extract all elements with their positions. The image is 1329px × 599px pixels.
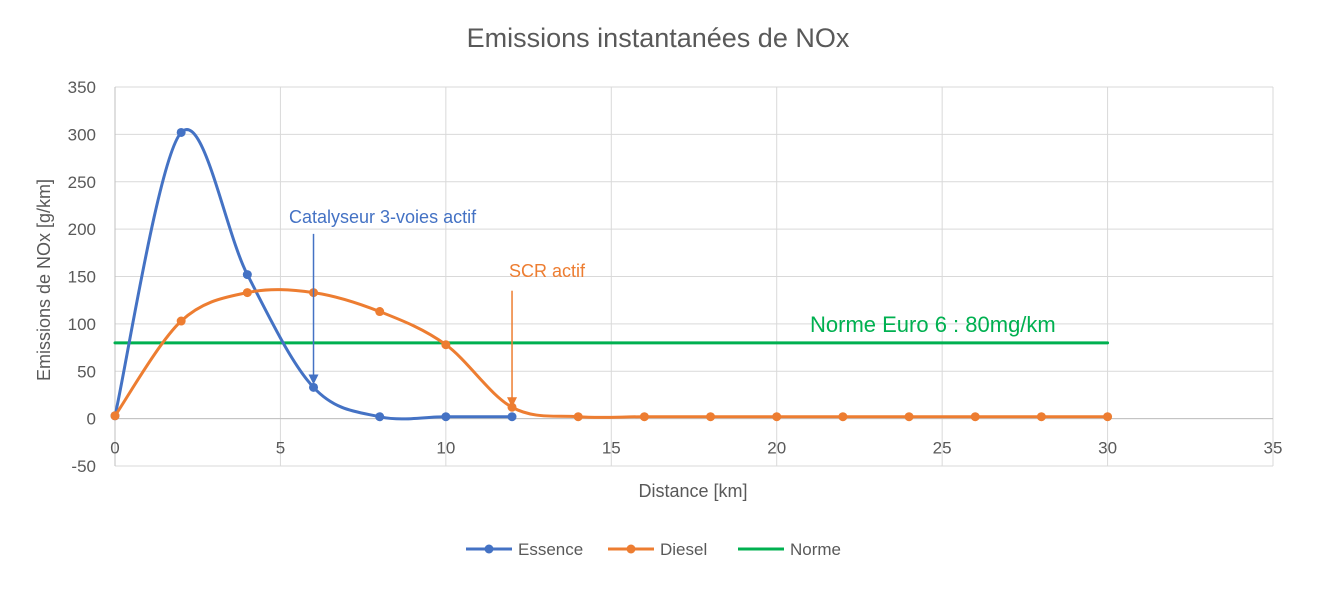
data-point-essence <box>441 412 451 422</box>
data-point-essence <box>375 412 385 422</box>
y-tick-label: 200 <box>68 220 96 239</box>
y-tick-label: 150 <box>68 268 96 287</box>
x-tick-label: 5 <box>276 439 285 458</box>
data-point-diesel <box>970 412 980 422</box>
y-tick-label: 0 <box>87 410 96 429</box>
x-tick-label: 10 <box>436 439 455 458</box>
legend-marker-essence <box>484 544 494 554</box>
series-line-essence <box>113 128 514 421</box>
legend-item-norme: Norme <box>738 540 841 559</box>
data-point-diesel <box>838 412 848 422</box>
legend-item-diesel: Diesel <box>608 540 707 559</box>
data-point-diesel <box>242 288 252 298</box>
x-tick-label: 30 <box>1098 439 1117 458</box>
x-tick-label: 0 <box>110 439 119 458</box>
x-tick-label: 35 <box>1264 439 1283 458</box>
data-point-diesel <box>176 316 186 326</box>
data-point-essence <box>176 127 186 137</box>
y-tick-label: -50 <box>71 457 96 476</box>
data-point-diesel <box>441 340 451 350</box>
y-axis-title: Emissions de NOx [g/km] <box>34 179 54 381</box>
data-point-essence <box>242 270 252 280</box>
legend-item-essence: Essence <box>466 540 583 559</box>
x-tick-label: 25 <box>933 439 952 458</box>
data-point-essence <box>309 382 319 392</box>
annotation-scr-arrowhead <box>507 397 518 408</box>
data-point-diesel <box>110 411 120 421</box>
axes: -50 0 50 100 150 200 250 300 350 0 5 10 15 20 25 30 35 <box>68 78 1283 476</box>
y-tick-label: 300 <box>68 125 96 144</box>
y-tick-label: 350 <box>68 78 96 97</box>
data-point-essence <box>507 412 517 422</box>
legend-label-norme: Norme <box>790 540 841 559</box>
series-diesel <box>110 288 1113 422</box>
series-line-diesel <box>113 288 1110 419</box>
annotation-scr-label: SCR actif <box>509 261 586 281</box>
plot-series <box>110 127 1113 422</box>
annotation-catalyst-label: Catalyseur 3-voies actif <box>289 207 477 227</box>
data-point-diesel <box>904 412 914 422</box>
x-axis-title: Distance [km] <box>638 481 747 501</box>
data-point-diesel <box>375 307 385 317</box>
grid <box>114 86 1274 467</box>
data-point-diesel <box>706 412 716 422</box>
data-point-diesel <box>1103 412 1113 422</box>
data-point-diesel <box>1036 412 1046 422</box>
annotation-euro6-label: Norme Euro 6 : 80mg/km <box>810 312 1056 337</box>
legend: Essence Diesel Norme <box>466 540 841 559</box>
y-tick-label: 50 <box>77 362 96 381</box>
chart-title: Emissions instantanées de NOx <box>467 23 850 53</box>
y-tick-label: 100 <box>68 315 96 334</box>
x-tick-label: 20 <box>767 439 786 458</box>
data-point-diesel <box>573 412 583 422</box>
legend-label-diesel: Diesel <box>660 540 707 559</box>
x-tick-label: 15 <box>602 439 621 458</box>
data-point-diesel <box>639 412 649 422</box>
data-point-diesel <box>772 412 782 422</box>
legend-label-essence: Essence <box>518 540 583 559</box>
y-tick-label: 250 <box>68 173 96 192</box>
annotations: Catalyseur 3-voies actif SCR actif Norme E… <box>289 207 1056 408</box>
legend-marker-diesel <box>626 544 636 554</box>
annotation-catalyst-arrowhead <box>308 374 319 385</box>
